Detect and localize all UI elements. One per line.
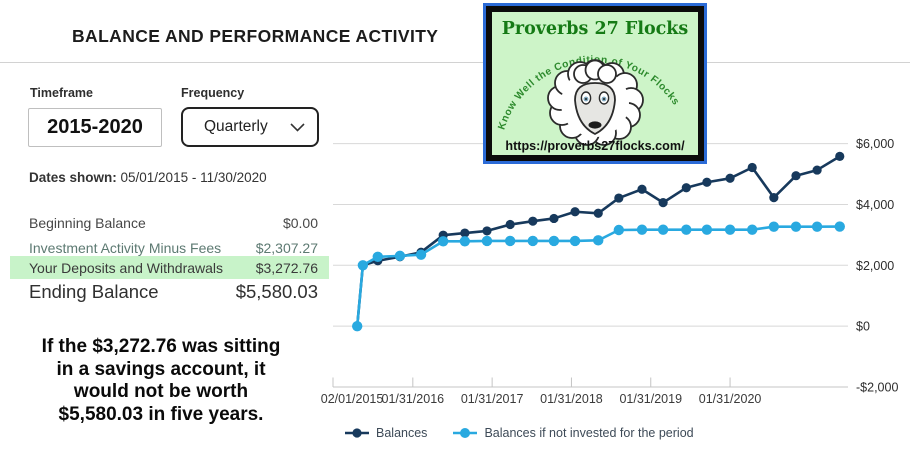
legend-item-balances[interactable]: Balances: [345, 426, 427, 440]
y-axis-tick-label: $0: [856, 320, 870, 334]
proverbs27flocks-logo: Proverbs 27 Flocks Know Well the Conditi…: [483, 3, 707, 164]
y-axis-tick-label: $6,000: [856, 137, 894, 151]
page-title: BALANCE AND PERFORMANCE ACTIVITY: [72, 26, 439, 46]
chart-point[interactable]: [747, 162, 757, 173]
table-row-deposits-withdrawals: Your Deposits and Withdrawals $3,272.76: [29, 260, 318, 276]
header-divider: [0, 62, 910, 63]
chart-point[interactable]: [527, 235, 539, 247]
legend-item-not-invested[interactable]: Balances if not invested for the period: [453, 426, 694, 440]
chart-point[interactable]: [593, 235, 604, 246]
balances-series-marker-icon: [345, 428, 369, 438]
chart-point[interactable]: [394, 250, 406, 262]
caption-line: in a savings account, it: [56, 358, 266, 380]
chart-point[interactable]: [790, 221, 802, 232]
x-axis-tick-label: 02/01/2015: [321, 392, 384, 406]
chart-point[interactable]: [372, 251, 384, 262]
chart-point[interactable]: [481, 235, 493, 247]
row-value: $2,307.27: [255, 240, 318, 256]
chart-point[interactable]: [791, 171, 801, 181]
x-axis-tick-label: 01/31/2016: [382, 392, 445, 406]
legend-label: Balances if not invested for the period: [484, 426, 694, 440]
chart-point[interactable]: [593, 208, 603, 218]
logo-title: Proverbs 27 Flocks: [502, 19, 689, 39]
chart-point[interactable]: [570, 207, 580, 217]
y-axis-tick-label: $2,000: [856, 259, 894, 273]
row-label: Beginning Balance: [29, 215, 146, 231]
chart-point[interactable]: [415, 249, 427, 260]
chart-point[interactable]: [357, 260, 369, 271]
frequency-dropdown[interactable]: Quarterly: [181, 107, 319, 147]
chart-point[interactable]: [352, 320, 363, 332]
table-row-investment-activity: Investment Activity Minus Fees $2,307.27: [29, 240, 318, 256]
chart-point[interactable]: [548, 235, 560, 247]
chart-point[interactable]: [657, 224, 669, 235]
sheep-tuft: [573, 59, 617, 84]
chart-point[interactable]: [681, 183, 691, 193]
legend-label: Balances: [376, 426, 428, 440]
chart-point[interactable]: [636, 224, 648, 235]
chart-legend: Balances Balances if not invested for th…: [345, 426, 694, 440]
chart-point[interactable]: [504, 235, 516, 247]
chart-point[interactable]: [613, 224, 625, 236]
chart-point[interactable]: [701, 224, 713, 235]
chart-point[interactable]: [725, 173, 735, 183]
dates-shown: Dates shown: 05/01/2015 - 11/30/2020: [29, 170, 267, 185]
dates-shown-label: Dates shown:: [29, 170, 117, 185]
chart-point[interactable]: [811, 221, 823, 232]
x-axis-tick-label: 01/31/2018: [540, 392, 603, 406]
sheep-logo-graphic: Proverbs 27 Flocks Know Well the Conditi…: [496, 19, 689, 153]
row-value: $5,580.03: [235, 281, 318, 302]
chevron-down-icon: [290, 122, 305, 132]
x-axis-tick-label: 01/31/2019: [619, 392, 682, 406]
chart-point[interactable]: [505, 219, 515, 230]
row-label: Your Deposits and Withdrawals: [29, 260, 224, 276]
caption-line: $5,580.03 in five years.: [58, 403, 264, 425]
not-invested-series-marker-icon: [453, 428, 478, 438]
sheep-nose: [588, 121, 602, 129]
dates-shown-value: 05/01/2015 - 11/30/2020: [116, 170, 267, 185]
timeframe-input[interactable]: [28, 108, 162, 147]
chart-point[interactable]: [769, 193, 779, 203]
row-value: $0.00: [282, 215, 318, 231]
row-label: Investment Activity Minus Fees: [29, 240, 222, 256]
chart-point[interactable]: [724, 224, 736, 235]
chart-point[interactable]: [702, 177, 712, 187]
chart-point[interactable]: [834, 221, 845, 232]
timeframe-label: Timeframe: [30, 86, 93, 100]
table-row-beginning-balance: Beginning Balance $0.00: [29, 215, 318, 231]
chart-point[interactable]: [835, 151, 845, 161]
chart-point[interactable]: [528, 216, 538, 226]
x-axis-tick-label: 01/31/2017: [461, 392, 524, 406]
chart-point[interactable]: [482, 226, 492, 236]
chart-point[interactable]: [438, 236, 449, 247]
highlight-band: [10, 256, 329, 279]
chart-point[interactable]: [637, 184, 647, 194]
row-value: $3,272.76: [255, 260, 318, 276]
frequency-label: Frequency: [181, 86, 245, 100]
table-row-ending-balance: Ending Balance $5,580.03: [29, 281, 318, 303]
caption-line: would not be worth: [73, 381, 249, 402]
chart-point[interactable]: [460, 228, 470, 238]
chart-point[interactable]: [569, 235, 581, 247]
frequency-selected-value: Quarterly: [204, 118, 268, 135]
logo-url: https://proverbs27flocks.com/: [505, 139, 685, 153]
savings-comparison-caption: If the $3,272.76 was sitting in a saving…: [8, 336, 314, 426]
chart-point[interactable]: [681, 224, 692, 235]
x-axis-tick-label: 01/31/2020: [699, 392, 762, 406]
row-label: Ending Balance: [29, 281, 159, 302]
chart-point[interactable]: [768, 221, 780, 232]
chart-point[interactable]: [812, 165, 822, 175]
chart-point[interactable]: [459, 236, 471, 247]
y-axis-tick-label: $4,000: [856, 198, 894, 212]
chart-point[interactable]: [549, 213, 559, 224]
caption-line: If the $3,272.76 was sitting: [41, 336, 281, 357]
chart-point[interactable]: [747, 224, 758, 235]
y-axis-tick-label: -$2,000: [856, 381, 898, 395]
chart-point[interactable]: [614, 193, 624, 203]
sheep-eyes: [580, 91, 610, 105]
chart-point[interactable]: [658, 198, 668, 208]
